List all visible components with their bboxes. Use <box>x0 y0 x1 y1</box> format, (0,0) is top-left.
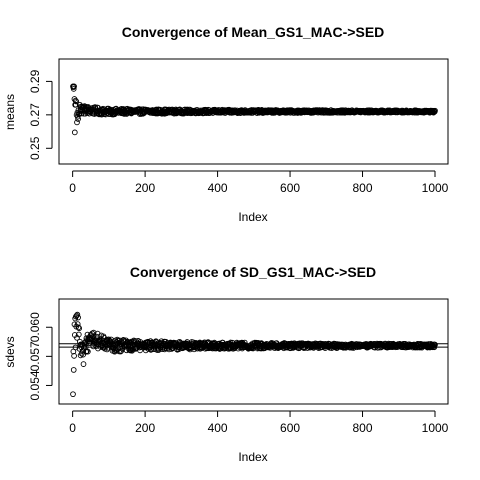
x-tick-label: 600 <box>280 181 300 195</box>
x-tick-label: 600 <box>280 421 300 435</box>
chart-title: Convergence of Mean_GS1_MAC->SED <box>122 24 385 40</box>
x-axis: 0 200 400 600 800 1000 <box>69 411 448 435</box>
y-axis-label: sdevs <box>3 336 17 367</box>
x-tick-label: 0 <box>69 181 76 195</box>
y-tick-label: 0.057 <box>28 341 42 371</box>
data-point <box>72 130 77 135</box>
x-tick-label: 800 <box>353 421 373 435</box>
x-tick-label: 0 <box>69 421 76 435</box>
data-points <box>71 312 438 396</box>
x-tick-label: 800 <box>353 181 373 195</box>
x-tick-label: 200 <box>135 421 155 435</box>
x-tick-label: 200 <box>135 181 155 195</box>
y-tick-label: 0.054 <box>28 370 42 400</box>
data-point <box>71 392 76 397</box>
y-axis-label: means <box>3 94 17 130</box>
chart-panel-means: Convergence of Mean_GS1_MAC->SED 0 200 400… <box>3 24 449 224</box>
x-tick-label: 1000 <box>422 181 449 195</box>
data-point <box>81 362 86 367</box>
x-tick-label: 1000 <box>422 421 449 435</box>
y-tick-label: 0.29 <box>28 69 42 93</box>
y-tick-label: 0.25 <box>28 136 42 160</box>
y-axis: 0.25 0.27 0.29 <box>28 69 52 160</box>
chart-title: Convergence of SD_GS1_MAC->SED <box>130 264 376 280</box>
x-axis-label: Index <box>238 450 267 464</box>
x-tick-label: 400 <box>208 181 228 195</box>
x-axis-label: Index <box>238 210 267 224</box>
y-tick-label: 0.060 <box>28 312 42 342</box>
x-axis: 0 200 400 600 800 1000 <box>69 171 448 195</box>
data-points <box>71 84 438 135</box>
data-point <box>71 368 76 373</box>
y-tick-label: 0.27 <box>28 103 42 127</box>
x-tick-label: 400 <box>208 421 228 435</box>
chart-panel-sdevs: Convergence of SD_GS1_MAC->SED 0 200 400 60… <box>3 264 449 464</box>
